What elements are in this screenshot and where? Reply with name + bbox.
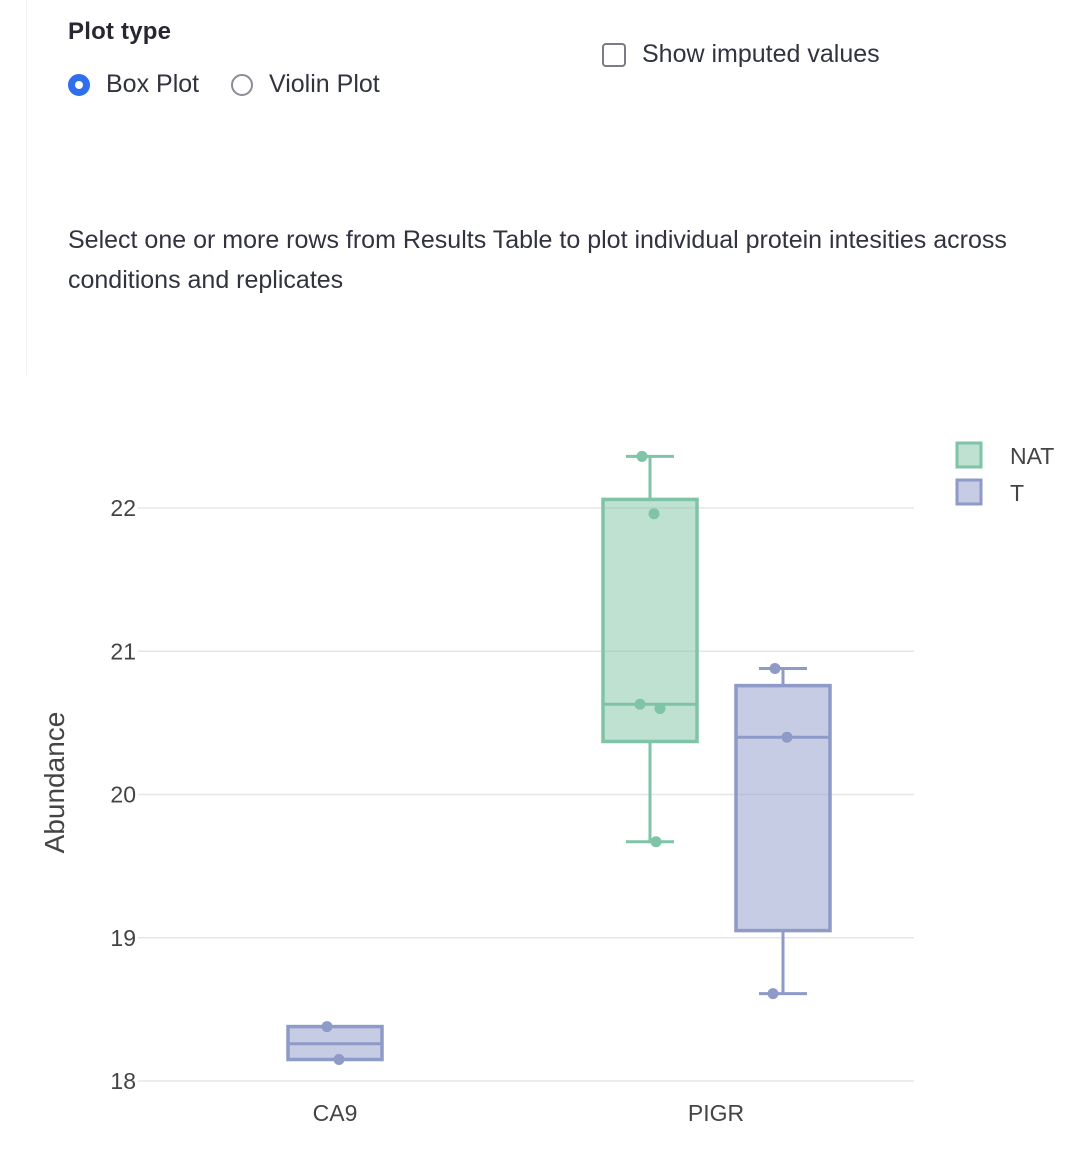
controls-panel: Plot type Box Plot Violin Plot Show impu… [0,0,1072,375]
data-point [333,1054,345,1066]
show-imputed-label: Show imputed values [642,40,880,68]
checkbox-icon[interactable] [602,42,626,67]
data-point [650,836,662,848]
radio-violin-plot[interactable]: Violin Plot [231,70,380,99]
y-tick-label: 20 [110,782,136,808]
instructions-text: Select one or more rows from Results Tab… [68,226,1007,294]
y-tick-label: 22 [110,495,136,521]
radio-box-plot[interactable]: Box Plot [68,70,199,99]
x-tick-label: CA9 [313,1100,358,1126]
radio-box-plot-label: Box Plot [106,70,200,98]
legend-swatch-T [955,478,983,506]
radio-unselected-icon[interactable] [231,73,253,96]
panel-divider [26,0,27,375]
y-tick-label: 19 [110,925,136,951]
legend-label-T: T [1010,480,1024,506]
box-NAT-PIGR [601,497,699,744]
legend-swatch-NAT [955,441,983,469]
chart-svg: 18 19 20 21 22 Abundance CA9 PIGR NAT T [39,441,1054,1126]
radio-selected-icon[interactable] [68,73,90,96]
data-point [634,698,646,710]
box-T-PIGR [734,683,832,933]
y-tick-label: 18 [110,1068,136,1094]
data-point [654,703,666,715]
data-point [321,1021,333,1033]
plot-type-label: Plot type [68,18,172,45]
y-axis-title: Abundance [39,712,70,854]
data-point [769,662,781,674]
radio-violin-plot-label: Violin Plot [269,70,380,98]
y-tick-label: 21 [110,638,136,664]
box-plot-chart: 18 19 20 21 22 Abundance CA9 PIGR NAT T [0,375,1072,1148]
x-tick-label: PIGR [688,1100,744,1126]
data-point [767,988,779,1000]
data-point [781,731,793,743]
data-point [636,450,648,462]
show-imputed-checkbox[interactable]: Show imputed values [602,40,880,69]
data-point [648,508,660,520]
legend-label-NAT: NAT [1010,443,1054,469]
